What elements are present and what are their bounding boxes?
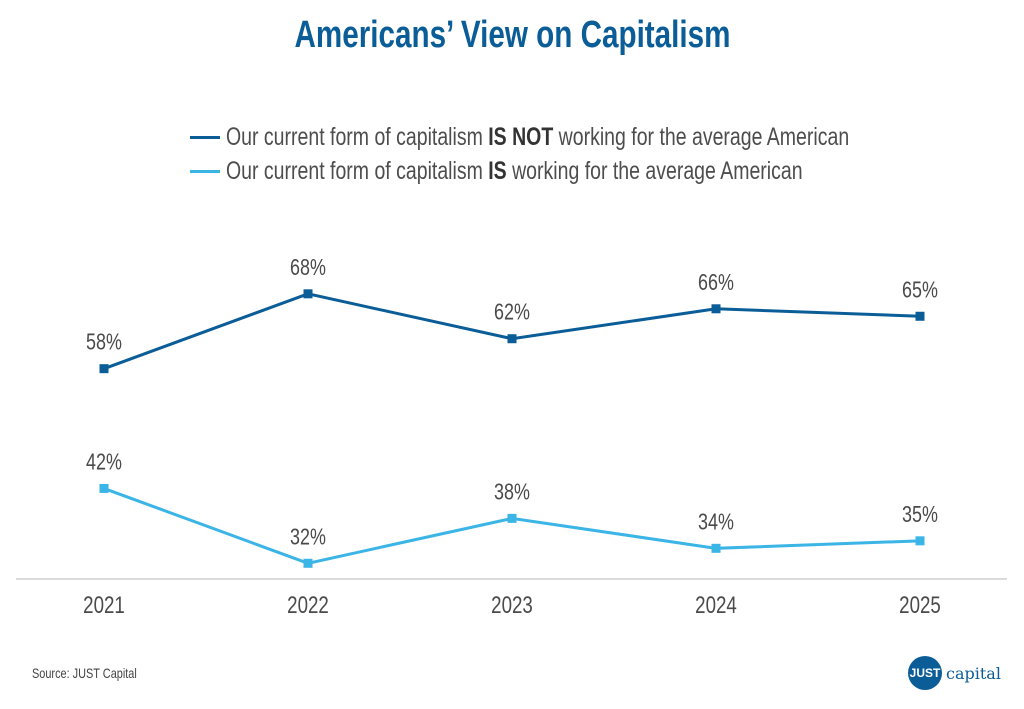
legend-swatch-dark	[190, 135, 220, 139]
x-tick-label: 2023	[491, 592, 533, 619]
x-tick-label: 2025	[899, 592, 941, 619]
logo-mark: JUST	[908, 656, 942, 690]
data-point	[99, 483, 109, 493]
data-point	[303, 558, 313, 568]
data-label: 32%	[290, 524, 326, 550]
source-note: Source: JUST Capital	[32, 665, 137, 681]
data-label: 68%	[290, 255, 326, 281]
x-tick-label: 2022	[287, 592, 329, 619]
data-label: 62%	[494, 300, 530, 326]
data-point	[711, 304, 721, 314]
data-point	[915, 536, 925, 546]
x-tick-label: 2021	[83, 592, 125, 619]
chart-title: Americans’ View on Capitalism	[294, 14, 730, 56]
data-label: 66%	[698, 270, 734, 296]
data-label: 34%	[698, 509, 734, 535]
data-point	[711, 543, 721, 553]
data-point	[915, 311, 925, 321]
just-capital-logo: JUST capital	[908, 656, 1001, 690]
data-label: 42%	[86, 449, 122, 475]
x-tick-label: 2024	[695, 592, 737, 619]
data-point	[303, 289, 313, 299]
legend-item-is-not: Our current form of capitalism IS NOT wo…	[190, 122, 1024, 152]
data-point	[99, 364, 109, 374]
data-label: 38%	[494, 479, 530, 505]
data-label: 58%	[86, 330, 122, 356]
data-label: 65%	[902, 277, 938, 303]
data-label: 35%	[902, 502, 938, 528]
data-point	[507, 334, 517, 344]
legend-item-is: Our current form of capitalism IS workin…	[190, 156, 965, 186]
legend-label: Our current form of capitalism IS NOT wo…	[226, 122, 850, 151]
data-point	[507, 513, 517, 523]
legend-label: Our current form of capitalism IS workin…	[226, 156, 803, 185]
legend-swatch-light	[190, 169, 220, 173]
logo-word: capital	[946, 663, 1001, 683]
